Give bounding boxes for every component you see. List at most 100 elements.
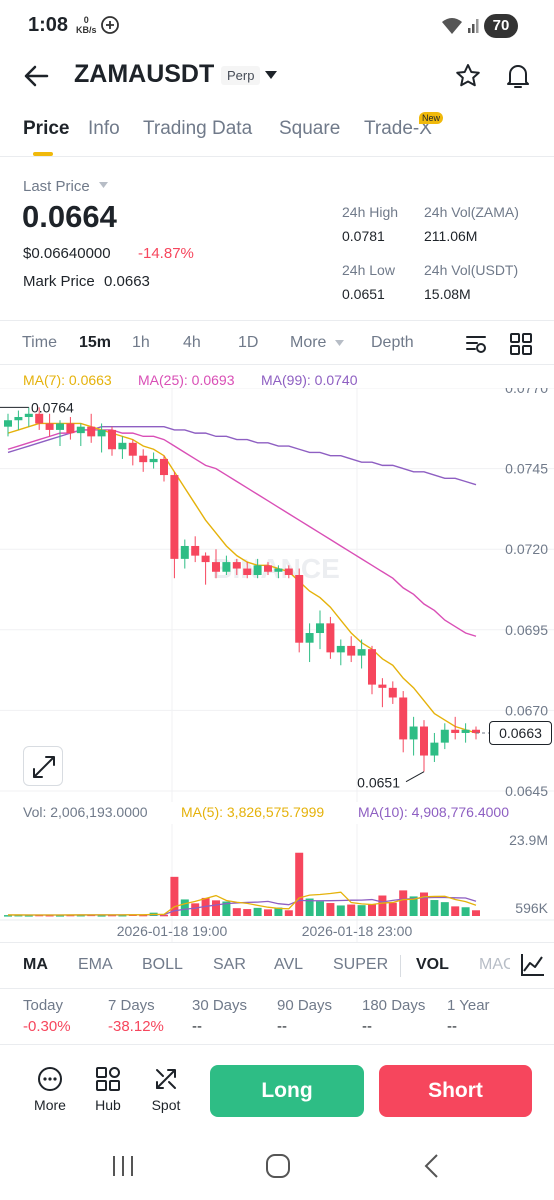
expand-icon (33, 756, 55, 778)
timeframe-1h[interactable]: 1h (132, 334, 150, 351)
volume-bar (295, 852, 304, 916)
candle-body (118, 442, 127, 450)
recent-apps-icon[interactable] (110, 1154, 136, 1178)
volume-ma10: MA(10): 4,908,776.4000 (358, 804, 509, 820)
24h-high-label: 24h High (342, 204, 399, 220)
symbol-title[interactable]: ZAMAUSDT (74, 60, 215, 88)
candle-body (128, 442, 137, 456)
tab-depth[interactable]: Depth (371, 334, 414, 351)
perf-label: 90 Days (277, 997, 333, 1014)
timeframe-more[interactable]: More (290, 334, 327, 351)
network-speed: 0 KB/s (76, 15, 97, 35)
indicator-macd[interactable]: MAC (479, 956, 515, 973)
divider (0, 1044, 554, 1045)
layout-grid-icon[interactable] (509, 332, 533, 356)
tab-trading-data[interactable]: Trading Data (143, 118, 253, 139)
timeframe-time[interactable]: Time (22, 334, 57, 351)
timeframe-15m[interactable]: 15m (79, 334, 112, 351)
low-marker-label: 0.0651 (357, 775, 400, 791)
bell-icon[interactable] (504, 61, 532, 91)
price-axis-label: 0.0695 (505, 622, 548, 638)
candle-body (326, 623, 335, 653)
time-axis-label: 2026-01-18 19:00 (117, 923, 228, 939)
volume-axis-label: 596K (515, 900, 548, 916)
indicator-super[interactable]: SUPER (333, 956, 389, 973)
indicator-ema[interactable]: EMA (78, 956, 113, 973)
more-button[interactable]: More (20, 1064, 80, 1116)
divider (0, 156, 554, 157)
timeframe-4h[interactable]: 4h (183, 334, 201, 351)
swap-arrows-icon (156, 1069, 176, 1089)
indicator-vol[interactable]: VOL (416, 956, 449, 973)
candle-body (45, 423, 54, 430)
candlestick-chart[interactable]: 0.07700.07450.07200.06950.06700.0645BINA… (0, 388, 554, 802)
caret-down-icon[interactable] (263, 68, 279, 82)
candle-body (201, 555, 210, 563)
last-price-label[interactable]: Last Price (23, 178, 90, 195)
indicator-config-button[interactable] (510, 944, 554, 986)
candle-body (139, 455, 148, 463)
timeframe-1d[interactable]: 1D (238, 334, 259, 351)
caret-down-icon[interactable] (334, 339, 345, 348)
volume-bar (305, 898, 314, 916)
price-change-pct: -14.87% (138, 245, 194, 262)
mark-price: 0.0663 (104, 273, 150, 290)
volume-bar (420, 892, 428, 916)
candle-body (461, 729, 470, 733)
indicator-boll[interactable]: BOLL (142, 956, 183, 973)
volume-bar (56, 915, 64, 917)
active-tab-indicator (33, 152, 53, 156)
indicator-ma[interactable]: MA (23, 956, 48, 973)
candle-body (451, 729, 460, 733)
24h-vol-quote: 15.08M (424, 286, 471, 302)
candle-body (76, 426, 85, 434)
star-icon[interactable] (454, 62, 482, 90)
candle-body (170, 475, 179, 559)
candle-body (149, 458, 158, 463)
candle-body (430, 742, 439, 756)
candle-body (87, 426, 96, 437)
candle-body (388, 687, 397, 698)
volume-bar (336, 905, 345, 916)
ma25-value: MA(25): 0.0693 (138, 372, 235, 388)
hub-button[interactable]: Hub (78, 1064, 138, 1116)
fullscreen-button[interactable] (23, 746, 63, 786)
tab-price[interactable]: Price (23, 118, 70, 139)
volume-bar (170, 876, 179, 916)
more-label: More (34, 1097, 66, 1113)
back-icon[interactable] (422, 1153, 442, 1179)
candle-body (295, 574, 304, 643)
candle-body (305, 633, 314, 643)
back-arrow-icon[interactable] (22, 62, 50, 90)
volume-bar (232, 908, 241, 916)
tab-info[interactable]: Info (88, 118, 120, 139)
tab-square[interactable]: Square (279, 118, 341, 139)
last-price: 0.0664 (22, 199, 117, 234)
divider (0, 320, 554, 321)
caret-down-icon[interactable] (98, 181, 109, 190)
indicator-sar[interactable]: SAR (213, 956, 246, 973)
separator (400, 955, 401, 977)
volume-chart[interactable]: 23.9M 596K 2026-01-18 19:00 2026-01-18 23:0… (0, 824, 554, 942)
tab-trade-x[interactable]: Trade-X (364, 118, 432, 139)
hub-icon (96, 1067, 120, 1091)
volume-bar (430, 900, 439, 916)
indicator-avl[interactable]: AVL (274, 956, 304, 973)
price-axis-label: 0.0770 (505, 388, 548, 396)
candle-body (56, 423, 64, 430)
more-dots-icon (38, 1067, 62, 1091)
volume-bar (378, 895, 387, 916)
spot-button[interactable]: Spot (136, 1064, 196, 1116)
candle-body (472, 729, 480, 733)
short-button[interactable]: Short (379, 1065, 532, 1117)
long-button[interactable]: Long (210, 1065, 364, 1117)
indicator-settings-icon[interactable] (464, 332, 488, 356)
perf-label: 7 Days (108, 997, 155, 1014)
home-icon[interactable] (264, 1152, 292, 1180)
volume-bar (118, 914, 127, 917)
volume-bar (264, 909, 272, 916)
24h-vol-quote-label: 24h Vol(USDT) (424, 262, 519, 278)
candle-body (253, 565, 262, 575)
perf-label: 1 Year (447, 997, 490, 1014)
candle-body (440, 729, 449, 743)
